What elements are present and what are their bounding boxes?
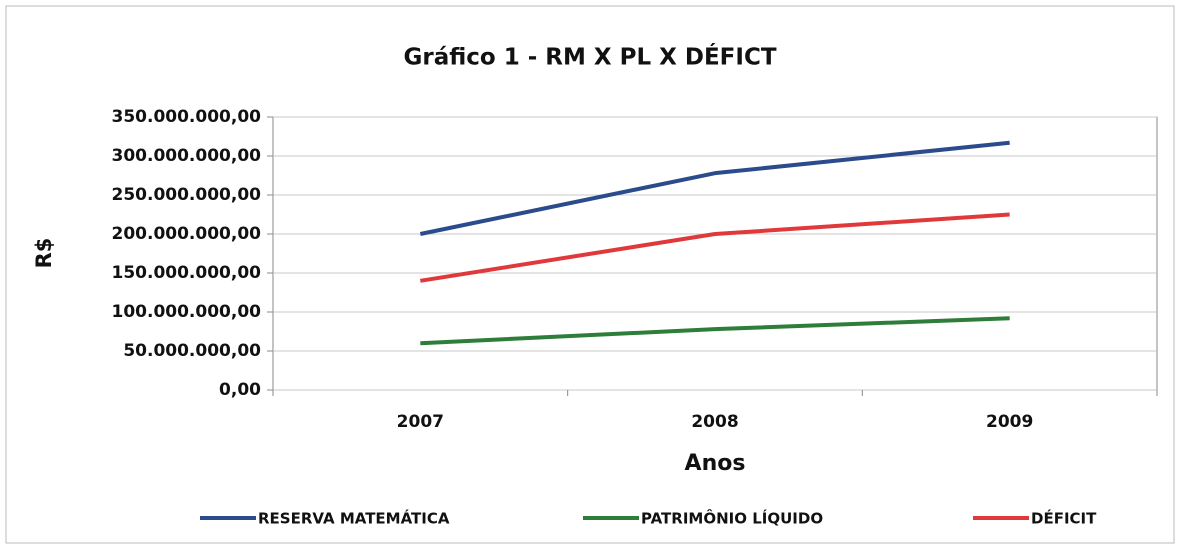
- legend-label: PATRIMÔNIO LÍQUIDO: [641, 509, 823, 528]
- y-tick-label: 100.000.000,00: [112, 302, 262, 322]
- legend-label: RESERVA MATEMÁTICA: [258, 509, 450, 528]
- x-tick-label: 2008: [691, 412, 738, 432]
- series-line: [420, 212, 1010, 283]
- series-line: [419, 140, 1010, 236]
- y-tick-label: 350.000.000,00: [112, 107, 262, 127]
- legend-label: DÉFICIT: [1031, 509, 1097, 528]
- chart-title: Gráfico 1 - RM X PL X DÉFICT: [403, 43, 776, 71]
- y-tick-label: 300.000.000,00: [112, 146, 262, 166]
- y-tick-label: 200.000.000,00: [112, 224, 262, 244]
- y-axis-label: R$: [32, 238, 56, 269]
- x-tick-label: 2009: [986, 412, 1033, 432]
- y-tick-label: 150.000.000,00: [112, 263, 262, 283]
- plot-area: [272, 116, 1158, 391]
- series-line: [420, 316, 1010, 346]
- y-tick-label: 250.000.000,00: [112, 185, 262, 205]
- y-tick-label: 50.000.000,00: [123, 341, 261, 361]
- x-tick-label: 2007: [397, 412, 444, 432]
- x-axis-label: Anos: [685, 451, 746, 476]
- y-tick-label: 0,00: [219, 380, 261, 400]
